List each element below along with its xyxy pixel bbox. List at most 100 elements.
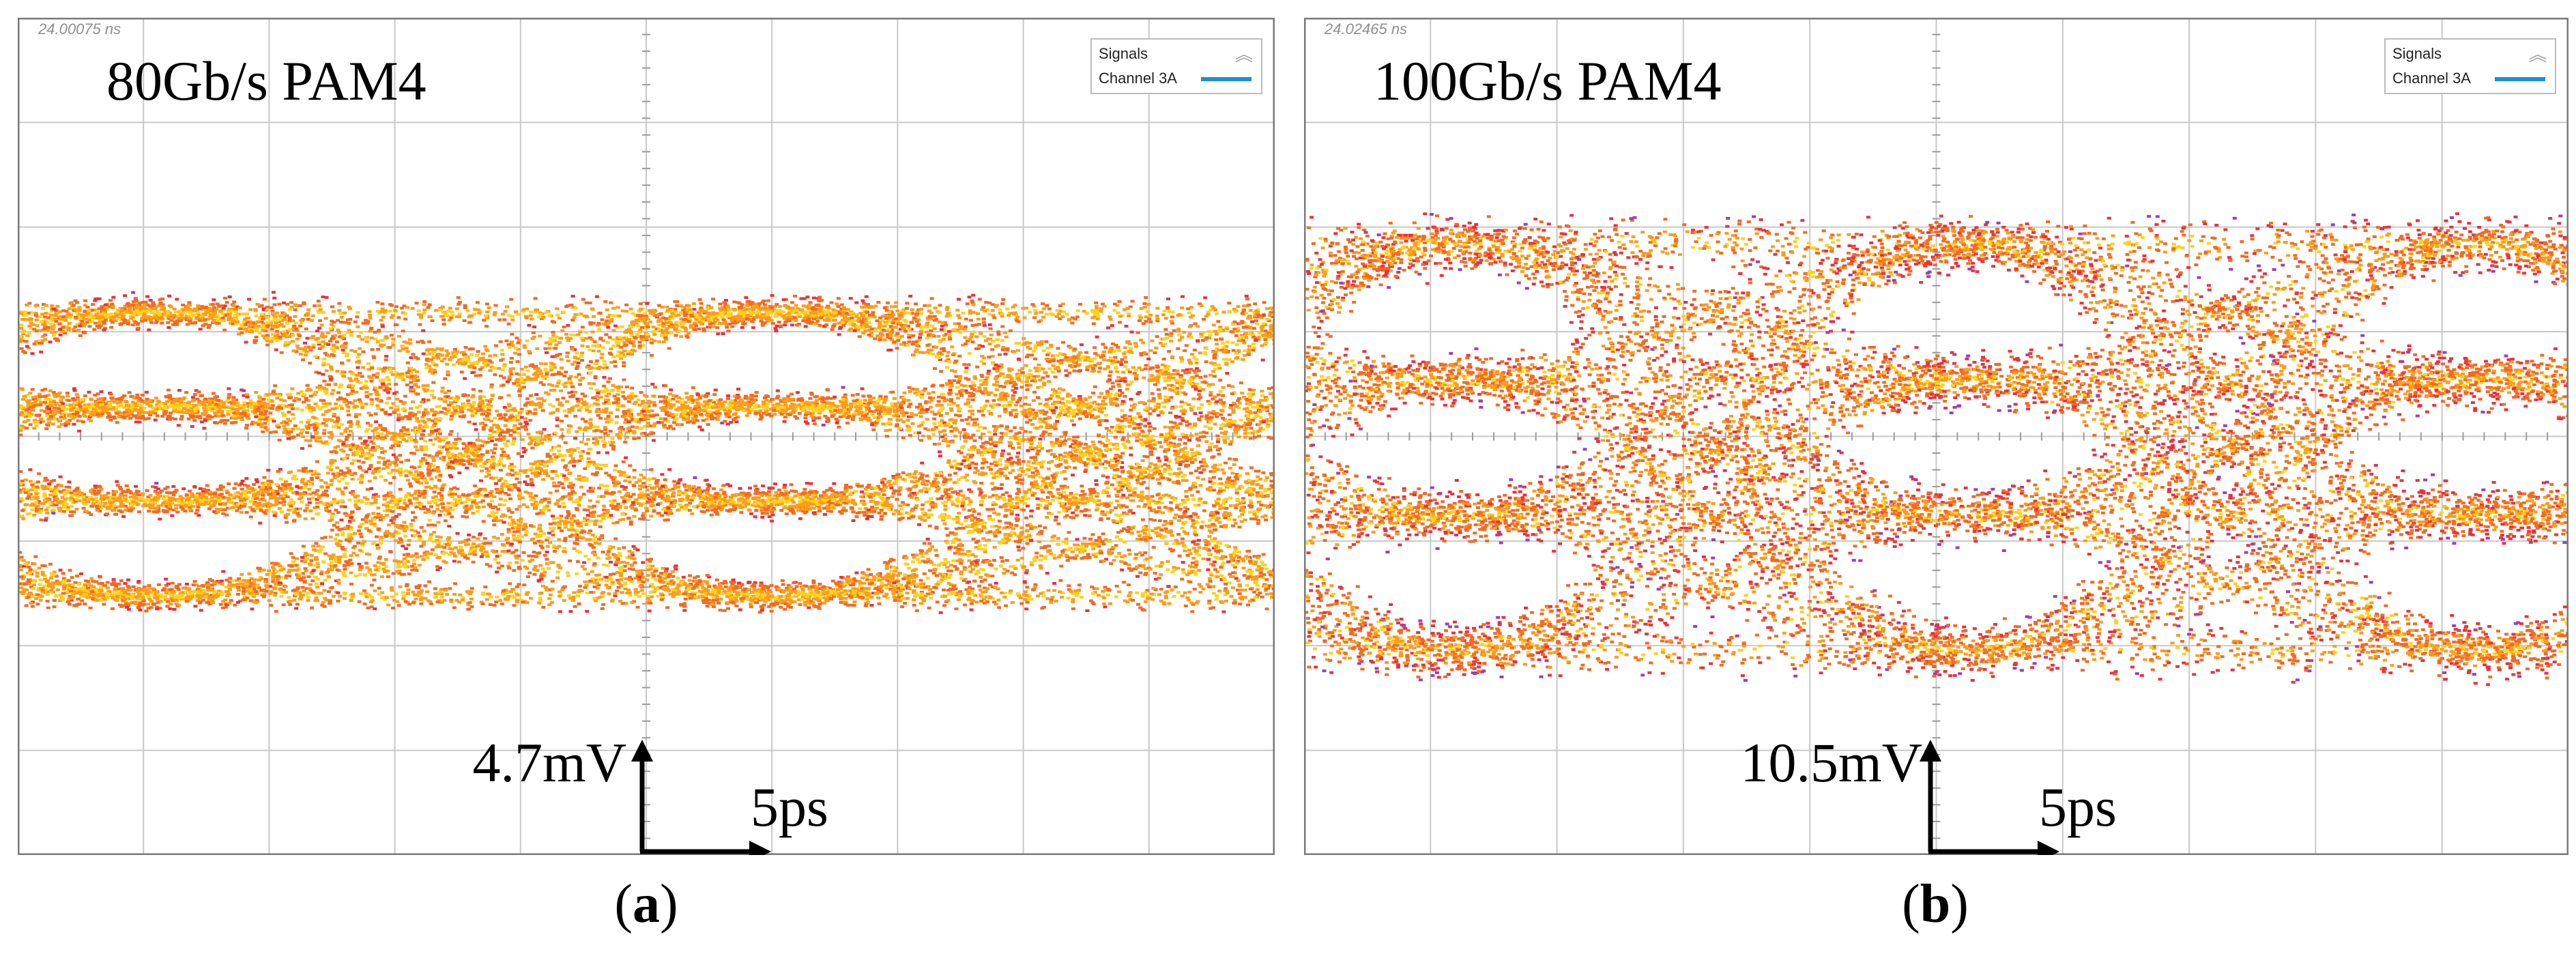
- eye-sample: [1181, 561, 1185, 564]
- eye-sample: [979, 576, 983, 579]
- eye-sample: [625, 591, 630, 594]
- eye-sample: [161, 497, 166, 500]
- eye-sample: [435, 600, 440, 604]
- eye-sample: [381, 457, 386, 460]
- eye-sample: [383, 358, 388, 362]
- eye-sample: [594, 295, 599, 298]
- eye-sample: [490, 449, 495, 452]
- eye-sample: [626, 517, 631, 520]
- eye-sample: [350, 595, 355, 598]
- eye-sample: [689, 420, 693, 423]
- eye-sample: [184, 493, 189, 497]
- eye-sample: [1159, 561, 1164, 564]
- eye-sample: [932, 422, 937, 425]
- eye-sample: [1091, 603, 1096, 606]
- eye-sample: [952, 583, 957, 587]
- eye-sample: [1058, 444, 1062, 447]
- eye-sample: [156, 504, 161, 508]
- eye-sample: [98, 320, 102, 323]
- eye-sample: [595, 398, 600, 401]
- eye-sample: [466, 360, 471, 363]
- eye-sample: [70, 576, 74, 579]
- eye-sample: [1001, 346, 1006, 349]
- eye-sample: [333, 334, 338, 337]
- eye-sample: [414, 445, 418, 448]
- eye-sample: [391, 343, 396, 347]
- eye-sample: [1147, 506, 1152, 510]
- eye-sample: [336, 555, 341, 559]
- eye-sample: [579, 406, 583, 409]
- eye-sample: [1163, 425, 1168, 429]
- eye-sample: [1185, 454, 1189, 458]
- eye-sample: [336, 391, 341, 394]
- eye-sample: [465, 445, 469, 448]
- eye-sample: [1128, 527, 1133, 531]
- eye-sample: [392, 411, 397, 414]
- eye-sample: [965, 302, 970, 306]
- eye-sample: [576, 594, 580, 598]
- eye-sample: [959, 577, 964, 580]
- eye-sample: [1153, 577, 1158, 581]
- eye-sample: [1033, 357, 1037, 360]
- eye-sample: [1161, 358, 1166, 361]
- eye-sample: [1149, 453, 1154, 457]
- eye-sample: [622, 378, 626, 381]
- eye-sample: [422, 425, 426, 429]
- eye-sample: [991, 314, 996, 317]
- eye-sample: [446, 370, 450, 373]
- eye-sample: [624, 494, 628, 497]
- eye-sample: [518, 492, 523, 495]
- eye-sample: [398, 585, 403, 588]
- eye-sample: [1140, 418, 1145, 422]
- eye-sample: [1151, 546, 1156, 549]
- eye-sample: [274, 348, 278, 351]
- eye-sample: [314, 432, 319, 435]
- eye-sample: [273, 384, 277, 388]
- eye-sample: [356, 420, 360, 423]
- eye-sample: [512, 569, 517, 572]
- eye-sample: [550, 383, 555, 387]
- eye-sample: [519, 416, 524, 419]
- eye-sample: [252, 501, 257, 504]
- eye-sample: [68, 419, 72, 422]
- eye-sample: [218, 420, 223, 424]
- eye-sample: [1256, 501, 1261, 504]
- eye-sample: [275, 499, 280, 503]
- eye-sample: [949, 381, 953, 385]
- eye-sample: [1180, 336, 1185, 339]
- eye-sample: [321, 373, 325, 376]
- eye-sample: [676, 508, 680, 512]
- eye-sample: [1131, 366, 1135, 369]
- eye-sample: [670, 312, 675, 315]
- eye-sample: [319, 592, 323, 595]
- eye-sample: [1203, 425, 1208, 428]
- eye-sample: [154, 482, 159, 485]
- eye-sample: [32, 569, 37, 573]
- eye-sample: [1202, 317, 1206, 321]
- eye-sample: [348, 472, 353, 475]
- eye-sample: [375, 535, 379, 538]
- eye-sample: [611, 481, 616, 484]
- eye-sample: [281, 316, 286, 319]
- eye-sample: [269, 604, 274, 607]
- eye-sample: [570, 362, 575, 366]
- eye-sample: [594, 359, 599, 362]
- eye-sample: [955, 467, 959, 470]
- eye-sample: [250, 422, 255, 426]
- eye-sample: [1101, 343, 1105, 346]
- eye-sample: [356, 310, 360, 314]
- eye-sample: [1217, 452, 1221, 456]
- eye-sample: [613, 537, 618, 540]
- eye-sample: [648, 320, 653, 323]
- eye-sample: [97, 297, 102, 300]
- eye-sample: [322, 605, 327, 608]
- eye-sample: [498, 598, 503, 602]
- eye-sample: [698, 594, 703, 598]
- eye-sample: [1196, 397, 1201, 401]
- eye-sample: [1164, 333, 1169, 336]
- eye-sample: [701, 510, 706, 514]
- eye-sample: [1226, 350, 1230, 353]
- eye-sample: [1156, 388, 1161, 391]
- eye-sample: [949, 487, 954, 491]
- eye-sample: [423, 408, 428, 411]
